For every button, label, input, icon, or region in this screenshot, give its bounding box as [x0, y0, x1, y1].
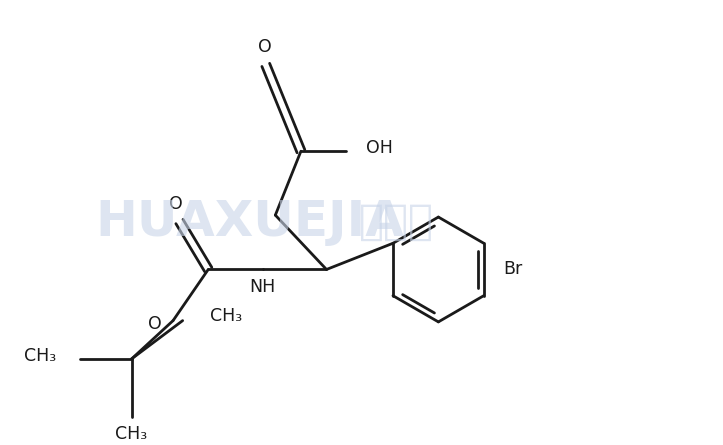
Text: CH₃: CH₃ [24, 347, 56, 365]
Text: OH: OH [366, 139, 393, 157]
Text: O: O [257, 38, 271, 56]
Text: Br: Br [503, 260, 522, 279]
Text: CH₃: CH₃ [210, 307, 241, 324]
Text: O: O [169, 194, 183, 213]
Text: O: O [148, 315, 162, 333]
Text: HUAXUEJIA: HUAXUEJIA [95, 198, 404, 246]
Text: CH₃: CH₃ [116, 425, 147, 443]
Text: 化学加: 化学加 [359, 201, 435, 243]
Text: NH: NH [249, 279, 275, 296]
